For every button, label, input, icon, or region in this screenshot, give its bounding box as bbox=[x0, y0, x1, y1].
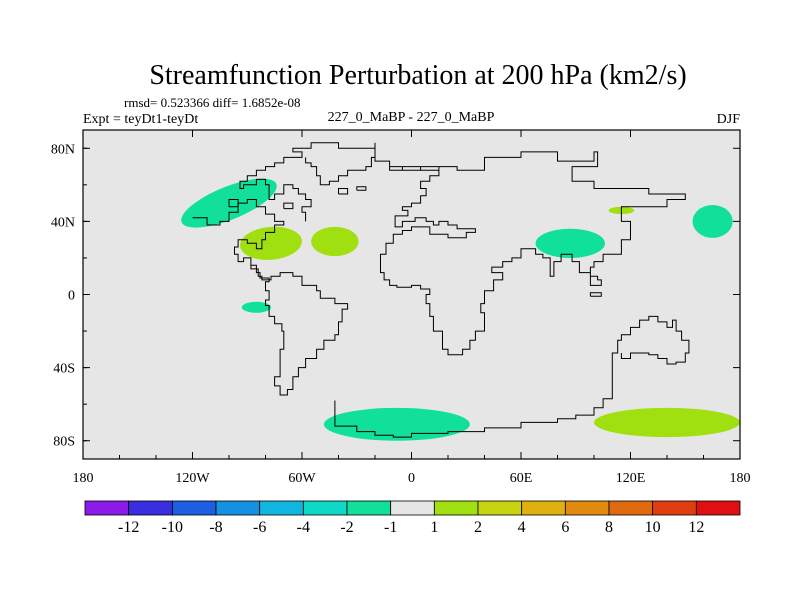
colorbar-box bbox=[652, 500, 697, 516]
coastline-segment bbox=[334, 367, 613, 438]
y-tick-label: 80N bbox=[51, 142, 75, 157]
x-tick-label: 60W bbox=[288, 471, 316, 486]
coastline-segment bbox=[374, 142, 686, 356]
y-tick-label: 80S bbox=[53, 435, 75, 450]
coastline-segment bbox=[228, 199, 239, 208]
colorbar-box bbox=[608, 500, 654, 516]
contour-neg-asia bbox=[535, 228, 605, 258]
center-label: 227_0_MaBP - 227_0_MaBP bbox=[328, 110, 495, 125]
colorbar-label: 4 bbox=[518, 519, 526, 536]
y-axis: 80N 40N 0 40S 80S bbox=[51, 142, 740, 450]
colorbar-label: 10 bbox=[645, 519, 661, 536]
colorbar-labels: -12 -10 -8 -6 -4 -2 -1 1 2 4 6 8 10 12 bbox=[118, 519, 704, 536]
contour-pos-south-indian bbox=[594, 407, 740, 438]
x-tick-label: 120W bbox=[175, 471, 210, 486]
colorbar-label: -1 bbox=[384, 519, 397, 536]
left-label: Expt = teyDt1-teyDt bbox=[83, 112, 198, 127]
colorbar-box bbox=[84, 500, 130, 516]
coastline-segment bbox=[338, 188, 349, 195]
colorbar-box bbox=[346, 500, 392, 516]
stats-line: rmsd= 0.523366 diff= 1.6852e-08 bbox=[124, 95, 301, 110]
contour-pos-west-north-america bbox=[240, 226, 302, 260]
coastlines bbox=[192, 142, 690, 438]
colorbar-box bbox=[695, 500, 741, 516]
coastline-segment bbox=[611, 315, 690, 368]
coastline-segment bbox=[192, 199, 349, 396]
colorbar-label: 8 bbox=[605, 519, 613, 536]
y-tick-label: 40N bbox=[51, 215, 75, 230]
coastline-segment bbox=[356, 186, 367, 191]
colorbar-label: -6 bbox=[253, 519, 266, 536]
contour-pos-north-atlantic bbox=[311, 226, 359, 257]
colorbar-label: -12 bbox=[118, 519, 139, 536]
coastline-segment bbox=[239, 142, 376, 222]
chart-title: Streamfunction Perturbation at 200 hPa (… bbox=[149, 60, 686, 91]
contour-neg-west-pacific bbox=[692, 204, 733, 238]
colorbar-box bbox=[477, 500, 523, 516]
colorbar-box bbox=[302, 500, 348, 516]
colorbar-label: 6 bbox=[561, 519, 569, 536]
colorbar-label: 1 bbox=[430, 519, 438, 536]
plot-background bbox=[83, 130, 740, 459]
contour-neg-east-tropical-pacific bbox=[241, 301, 271, 313]
colorbar-box bbox=[128, 500, 173, 516]
colorbar-label: 2 bbox=[474, 519, 482, 536]
contour-fills bbox=[181, 178, 740, 441]
colorbar-box bbox=[433, 500, 479, 516]
colorbar-label: 12 bbox=[688, 519, 704, 536]
x-tick-label: 120E bbox=[616, 471, 646, 486]
x-tick-label: 60E bbox=[510, 471, 533, 486]
coastline-segment bbox=[589, 292, 602, 297]
colorbar-box bbox=[390, 500, 435, 516]
coastline-segment bbox=[283, 202, 294, 210]
colorbar-box bbox=[171, 500, 217, 516]
contour-neg-south-atlantic bbox=[323, 407, 470, 441]
colorbar-label: -4 bbox=[297, 519, 310, 536]
x-tick-label: 180 bbox=[73, 471, 94, 486]
colorbar-label: -10 bbox=[162, 519, 183, 536]
right-label: DJF bbox=[717, 112, 741, 127]
y-tick-label: 40S bbox=[53, 362, 75, 377]
x-tick-label: 0 bbox=[408, 471, 415, 486]
x-axis: 180 120W 60W 0 60E 120E 180 bbox=[73, 130, 751, 486]
colorbar-label: -2 bbox=[340, 519, 353, 536]
colorbar-box bbox=[215, 500, 261, 516]
colorbar-box bbox=[259, 500, 304, 516]
y-tick-label: 0 bbox=[68, 289, 75, 304]
x-tick-label: 180 bbox=[730, 471, 751, 486]
colorbar bbox=[84, 500, 741, 516]
colorbar-box bbox=[521, 500, 566, 516]
colorbar-label: -8 bbox=[209, 519, 222, 536]
colorbar-box bbox=[564, 500, 610, 516]
